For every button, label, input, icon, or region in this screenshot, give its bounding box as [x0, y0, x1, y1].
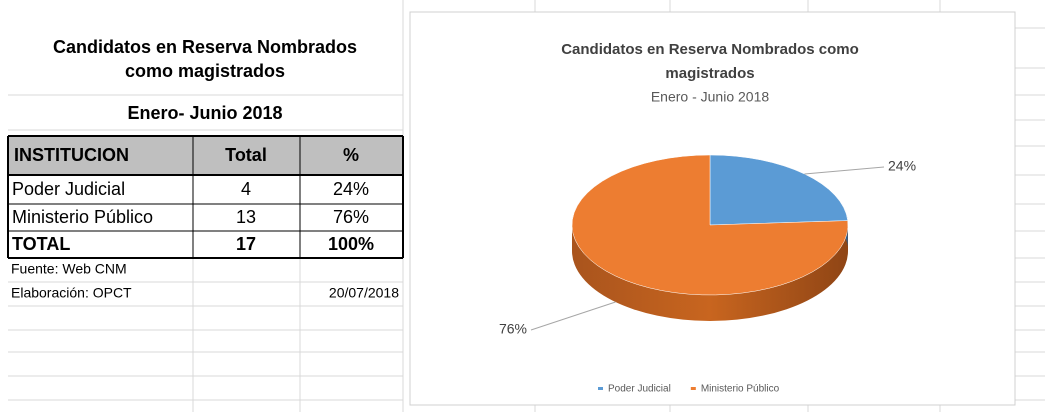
slice-side [572, 225, 848, 321]
cell: 4 [241, 179, 251, 199]
chart-title-1: Candidatos en Reserva Nombrados como [561, 41, 859, 58]
table-title-2: como magistrados [125, 61, 285, 81]
cell: 76% [333, 207, 369, 227]
header-cell: % [343, 145, 359, 165]
table-subtitle: Enero- Junio 2018 [127, 103, 282, 123]
leader-line [530, 301, 616, 331]
header-cell: INSTITUCION [14, 145, 129, 165]
legend-swatch [598, 387, 603, 390]
data-label: 24% [888, 158, 916, 174]
table-title-1: Candidatos en Reserva Nombrados [53, 37, 357, 57]
cell: 24% [333, 179, 369, 199]
header-bg [9, 136, 403, 175]
legend-label: Ministerio Público [701, 384, 780, 395]
cell: Ministerio Público [12, 207, 153, 227]
leader-line [804, 166, 885, 175]
chart-title-2: magistrados [665, 65, 754, 82]
header-cell: Total [225, 145, 267, 165]
total-cell: TOTAL [12, 234, 70, 254]
pie: 24% 76% Poder Judicial Ministerio Público [499, 154, 916, 395]
chart-subtitle: Enero - Junio 2018 [651, 89, 770, 105]
total-cell: 17 [236, 234, 256, 254]
cell: Poder Judicial [12, 179, 125, 199]
prepared-note: Elaboración: OPCT [11, 285, 132, 301]
date-cell: 20/07/2018 [329, 285, 399, 301]
legend-swatch [690, 387, 696, 390]
cell: 13 [236, 207, 256, 227]
total-cell: 100% [328, 234, 374, 254]
legend-label: Poder Judicial [608, 384, 671, 395]
slice [571, 154, 849, 296]
summary-table: Candidatos en Reserva Nombrados como mag… [7, 37, 404, 301]
data-label: 76% [499, 321, 527, 337]
source-note: Fuente: Web CNM [11, 261, 127, 277]
